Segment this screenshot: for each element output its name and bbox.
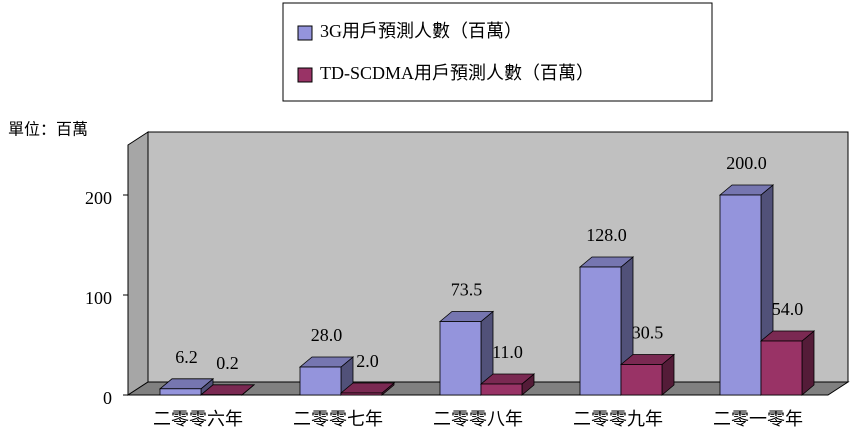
legend-box (282, 2, 713, 102)
data-label: 54.0 (772, 299, 804, 319)
y-tick-label: 200 (85, 188, 112, 208)
data-label: 6.2 (175, 347, 198, 367)
data-label: 128.0 (586, 225, 627, 245)
legend-swatch (297, 25, 313, 41)
y-tick-label: 100 (85, 288, 112, 308)
data-label: 11.0 (492, 342, 523, 362)
data-label: 0.2 (216, 353, 239, 373)
x-tick-label: 二零零六年 (153, 409, 243, 429)
bar (579, 266, 622, 396)
bar (159, 388, 202, 396)
bar (480, 383, 523, 396)
y-axis-label: 單位：百萬 (8, 121, 88, 139)
bar (439, 321, 482, 396)
bar (299, 366, 342, 396)
side-wall (127, 131, 149, 396)
data-label: 30.5 (632, 323, 664, 343)
x-tick-label: 二零零九年 (573, 409, 663, 429)
y-tick-label: 0 (103, 388, 112, 408)
legend-label: TD-SCDMA用戶預測人數（百萬） (320, 63, 594, 83)
x-tick-label: 二零零八年 (433, 409, 523, 429)
bar (760, 340, 803, 396)
x-tick-label: 二零零七年 (293, 409, 383, 429)
data-label: 28.0 (311, 325, 343, 345)
legend-swatch (297, 67, 313, 83)
bar-side (801, 330, 815, 396)
bar (620, 364, 663, 396)
bar (719, 194, 762, 396)
data-label: 200.0 (726, 153, 767, 173)
x-tick-label: 二零一零年 (713, 409, 803, 429)
bar (340, 392, 383, 396)
legend-label: 3G用戶預測人數（百萬） (320, 21, 522, 41)
data-label: 73.5 (451, 280, 483, 300)
data-label: 2.0 (356, 351, 379, 371)
